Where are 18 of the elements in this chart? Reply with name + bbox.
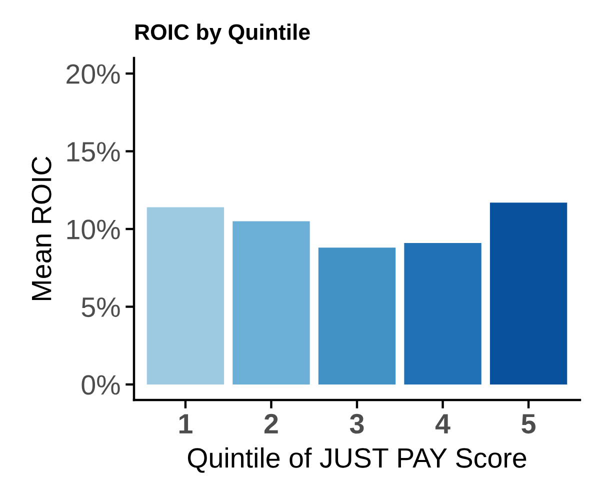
bar [232,221,310,384]
y-tick-label: 5% [82,298,120,318]
y-axis-title: Mean ROIC [32,156,52,300]
bar [490,202,568,384]
y-tick-label: 15% [67,142,120,162]
x-axis-title: Quintile of JUST PAY Score [188,447,526,473]
x-tick-label: 2 [264,414,278,434]
x-tick-label: 1 [179,414,192,434]
bar [318,248,396,384]
bar [404,242,482,384]
x-tick-label: 4 [435,414,450,434]
chart-title: ROIC by Quintile [135,24,310,44]
y-tick-label: 20% [66,64,120,84]
x-tick-label: 3 [350,414,364,434]
y-tick-label: 10% [67,220,120,240]
bar [146,207,224,384]
x-tick-label: 5 [522,414,536,434]
y-tick-label: 0% [82,375,120,395]
